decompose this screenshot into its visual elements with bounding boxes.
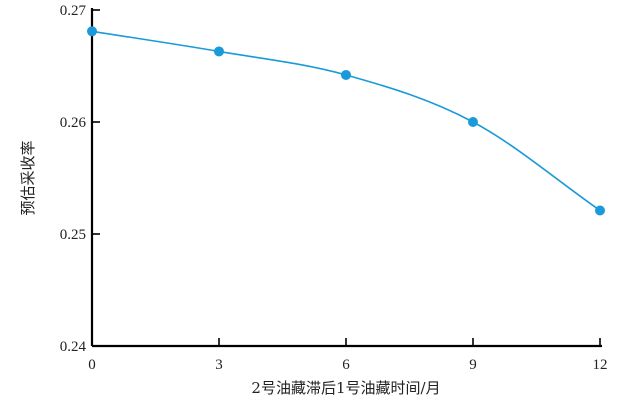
axes: [90, 8, 602, 348]
tick-labels: 0.24 0.25 0.26 0.27 0 3 6 9 12: [60, 3, 608, 373]
x-tick-label: 6: [342, 357, 350, 373]
y-tick-label: 0.27: [60, 3, 87, 19]
series-layer: [87, 26, 605, 216]
data-point: [214, 46, 224, 57]
y-tick-label: 0.24: [60, 339, 87, 355]
x-tick-label: 3: [215, 357, 223, 373]
y-tick-label: 0.25: [60, 227, 86, 243]
data-point: [341, 69, 351, 80]
data-point: [468, 117, 478, 127]
series-line: [91, 30, 601, 212]
x-axis-title: 2号油藏滞后1号油藏时间/月: [251, 379, 440, 397]
x-tick-label: 12: [593, 357, 608, 373]
y-axis-title: 预估采收率: [19, 140, 37, 215]
ticks: [92, 9, 601, 346]
y-tick-label: 0.26: [60, 115, 87, 131]
x-tick-label: 0: [88, 357, 96, 373]
data-point: [595, 205, 605, 216]
x-tick-label: 9: [469, 357, 477, 373]
data-point: [87, 26, 97, 37]
